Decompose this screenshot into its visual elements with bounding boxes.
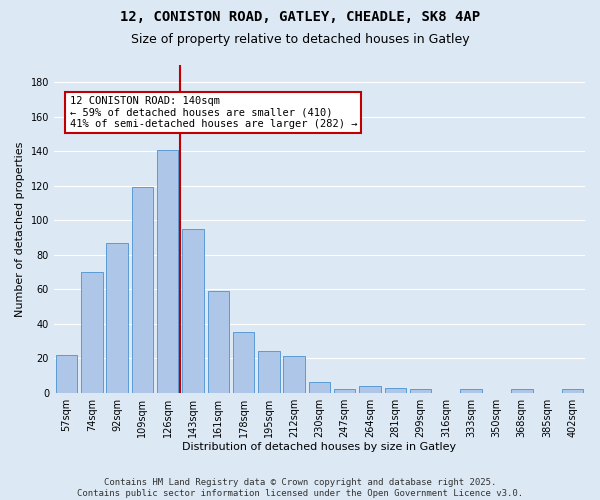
Bar: [131, 188, 153, 392]
Bar: [359, 386, 381, 392]
Text: Contains HM Land Registry data © Crown copyright and database right 2025.
Contai: Contains HM Land Registry data © Crown c…: [77, 478, 523, 498]
Bar: [106, 242, 128, 392]
Bar: [385, 388, 406, 392]
Bar: [258, 352, 280, 393]
X-axis label: Distribution of detached houses by size in Gatley: Distribution of detached houses by size …: [182, 442, 457, 452]
Bar: [283, 356, 305, 392]
Bar: [233, 332, 254, 392]
Bar: [56, 355, 77, 393]
Bar: [81, 272, 103, 392]
Y-axis label: Number of detached properties: Number of detached properties: [15, 141, 25, 316]
Bar: [334, 390, 355, 392]
Bar: [182, 229, 204, 392]
Text: 12 CONISTON ROAD: 140sqm
← 59% of detached houses are smaller (410)
41% of semi-: 12 CONISTON ROAD: 140sqm ← 59% of detach…: [70, 96, 357, 129]
Bar: [157, 150, 178, 392]
Bar: [309, 382, 330, 392]
Bar: [208, 291, 229, 392]
Bar: [460, 390, 482, 392]
Bar: [410, 390, 431, 392]
Bar: [511, 390, 533, 392]
Bar: [562, 390, 583, 392]
Text: 12, CONISTON ROAD, GATLEY, CHEADLE, SK8 4AP: 12, CONISTON ROAD, GATLEY, CHEADLE, SK8 …: [120, 10, 480, 24]
Text: Size of property relative to detached houses in Gatley: Size of property relative to detached ho…: [131, 32, 469, 46]
